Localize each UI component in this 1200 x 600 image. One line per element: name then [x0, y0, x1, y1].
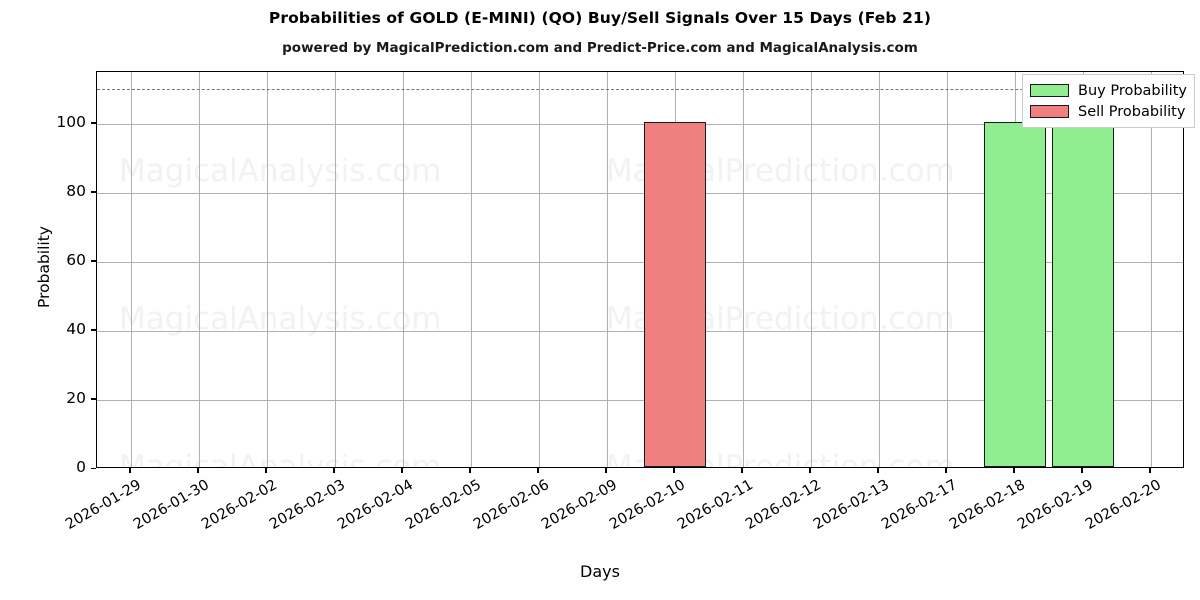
- y-tick-mark: [91, 329, 96, 331]
- y-tick-label: 0: [76, 458, 86, 476]
- y-axis-title: Probability: [35, 225, 53, 308]
- bar-sell-probability-2026-02-10: [644, 121, 706, 467]
- x-tick-mark: [945, 468, 947, 473]
- x-tick-mark: [197, 468, 199, 473]
- x-tick-mark: [809, 468, 811, 473]
- y-tick-mark: [91, 260, 96, 262]
- gridline-horizontal: [97, 192, 1183, 194]
- legend-swatch-icon: [1030, 84, 1069, 97]
- gridline-vertical: [471, 72, 472, 467]
- gridline-vertical: [743, 72, 744, 467]
- y-tick-label: 60: [66, 250, 86, 269]
- legend-swatch-icon: [1030, 105, 1069, 118]
- gridline-vertical: [1151, 72, 1152, 467]
- chart-title: Probabilities of GOLD (E-MINI) (QO) Buy/…: [268, 9, 932, 27]
- x-tick-mark: [1013, 468, 1015, 473]
- gridline-vertical: [811, 72, 812, 467]
- y-tick-label: 20: [66, 388, 86, 407]
- x-tick-mark: [1149, 468, 1151, 473]
- gridline-vertical: [131, 72, 132, 467]
- gridline-vertical: [267, 72, 268, 467]
- x-tick-mark: [877, 468, 879, 473]
- gridline-vertical: [403, 72, 404, 467]
- y-tick-label: 80: [66, 181, 86, 200]
- gridline-horizontal: [97, 261, 1183, 263]
- y-tick-mark: [91, 191, 96, 193]
- gridline-vertical: [879, 72, 880, 467]
- gridline-horizontal: [97, 123, 1183, 125]
- y-tick-mark: [91, 122, 96, 124]
- x-axis-title: Days: [580, 562, 620, 581]
- gridline-vertical: [947, 72, 948, 467]
- threshold-line: [97, 89, 1183, 91]
- x-tick-mark: [741, 468, 743, 473]
- legend-label: Buy Probability: [1078, 82, 1187, 99]
- watermark: MagicalAnalysis.com: [119, 449, 442, 468]
- legend-item: Sell Probability: [1030, 101, 1187, 122]
- gridline-vertical: [539, 72, 540, 467]
- x-tick-mark: [1081, 468, 1083, 473]
- legend-item: Buy Probability: [1030, 80, 1187, 101]
- bar-buy-probability-2026-02-18: [984, 121, 1046, 467]
- chart-legend: Buy Probability Sell Probability: [1022, 74, 1195, 128]
- watermark: MagicalAnalysis.com: [119, 153, 442, 189]
- x-tick-mark: [401, 468, 403, 473]
- chart-subtitle: powered by MagicalPrediction.com and Pre…: [282, 40, 918, 56]
- gridline-horizontal: [97, 330, 1183, 332]
- gridline-vertical: [607, 72, 608, 467]
- legend-label: Sell Probability: [1078, 103, 1186, 120]
- x-tick-mark: [333, 468, 335, 473]
- y-tick-label: 100: [56, 112, 86, 131]
- y-tick-mark: [91, 467, 96, 469]
- y-tick-mark: [91, 398, 96, 400]
- gridline-vertical: [335, 72, 336, 467]
- x-tick-mark: [605, 468, 607, 473]
- y-tick-label: 40: [66, 319, 86, 338]
- x-tick-mark: [129, 468, 131, 473]
- plot-area: MagicalAnalysis.com MagicalPrediction.com…: [96, 71, 1184, 468]
- x-tick-mark: [265, 468, 267, 473]
- x-tick-mark: [673, 468, 675, 473]
- x-tick-mark: [469, 468, 471, 473]
- gridline-horizontal: [97, 399, 1183, 401]
- bar-buy-probability-2026-02-19: [1052, 121, 1114, 467]
- x-tick-mark: [537, 468, 539, 473]
- gridline-vertical: [199, 72, 200, 467]
